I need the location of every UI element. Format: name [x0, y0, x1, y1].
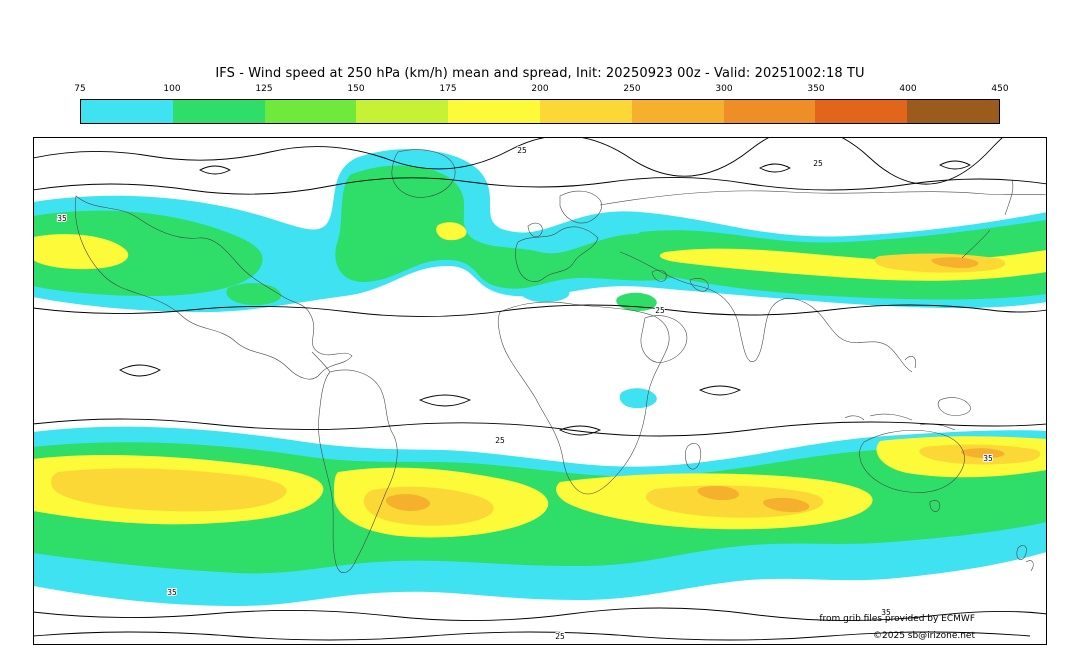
- colorbar-tick-100: 100: [163, 84, 181, 94]
- jet-fill-150: [659, 248, 1046, 281]
- wind-fill-layer: [34, 149, 1046, 606]
- colorbar-segment-6: [631, 100, 724, 123]
- colorbar-tick-250: 250: [623, 84, 641, 94]
- contour-label: 35: [57, 214, 67, 223]
- coastline-north-america: [74, 195, 353, 380]
- spread-contour: [34, 631, 1031, 641]
- colorbar-segment-3: [356, 100, 449, 123]
- attribution: from grib files provided by ECMWF ©2025 …: [819, 614, 975, 641]
- jet-fill-250: [763, 497, 810, 513]
- contour-label: 25: [517, 146, 527, 155]
- contour-label: 25: [813, 159, 823, 168]
- jet-fill-250: [960, 448, 1005, 458]
- contour-label: 35: [881, 608, 891, 617]
- contour-label-layer: 25 35 25 25 35 25 35 25 35: [56, 145, 994, 642]
- coastline-black-sea: [689, 278, 709, 292]
- spread-contour: [759, 163, 791, 173]
- spread-contour: [34, 418, 1046, 437]
- attribution-copyright: ©2025 sb@irizone.net: [873, 631, 975, 641]
- spread-contour: [698, 385, 742, 396]
- jet-fill-75: [518, 282, 570, 303]
- coastline-caspian: [651, 269, 667, 282]
- colorbar-segment-4: [448, 100, 540, 123]
- coastline-new-zealand: [1016, 545, 1034, 572]
- coastline-greenland: [391, 149, 456, 198]
- attribution-source: from grib files provided by ECMWF: [819, 614, 975, 624]
- colorbar-tick-450: 450: [991, 84, 1009, 94]
- spread-contour: [34, 304, 1046, 317]
- colorbar-tick-400: 400: [899, 84, 917, 94]
- coastline-scandinavia: [559, 190, 602, 224]
- jet-fill-200: [51, 468, 287, 512]
- figure-title: IFS - Wind speed at 250 hPa (km/h) mean …: [215, 66, 865, 81]
- contour-label: 35: [167, 588, 177, 597]
- spread-contour: [34, 607, 1046, 621]
- contour-label: 25: [655, 306, 665, 315]
- colorbar-tick-175: 175: [439, 84, 457, 94]
- coastline-south-america: [318, 369, 398, 573]
- colorbar-tick-125: 125: [255, 84, 273, 94]
- spread-contour-layer: [34, 138, 1046, 641]
- colorbar-segment-5: [539, 100, 632, 123]
- spread-contour: [199, 165, 231, 175]
- colorbar-segment-8: [815, 100, 908, 123]
- colorbar-ticks: 75 100 125 150 175 200 250 300 350 400 450: [74, 84, 1008, 96]
- coastline-layer: [74, 149, 1046, 573]
- spread-contour: [119, 364, 161, 377]
- coastline-central-america: [311, 351, 331, 373]
- colorbar: [80, 99, 1000, 124]
- coastline-tasmania: [929, 500, 941, 512]
- coastline-madagascar: [685, 442, 701, 470]
- contour-label: 25: [495, 436, 505, 445]
- colorbar-segment-7: [723, 100, 816, 123]
- coastline-arctic-asia: [599, 190, 1046, 206]
- coastline-new-guinea: [937, 397, 971, 416]
- colorbar-tick-300: 300: [715, 84, 733, 94]
- spread-contour: [418, 394, 472, 407]
- jet-fill-250: [385, 494, 430, 511]
- world-map: 25 35 25 25 35 25 35 25 35 from grib fil…: [34, 138, 1046, 642]
- colorbar-segment-2: [264, 100, 357, 123]
- coastline-britain: [527, 222, 543, 238]
- colorbar-segment-1: [172, 100, 265, 123]
- spread-contour: [939, 160, 971, 170]
- jet-fill-150: [436, 222, 467, 241]
- coastline-europe: [515, 226, 599, 282]
- spread-contour: [34, 138, 1003, 185]
- colorbar-tick-75: 75: [74, 84, 86, 94]
- jet-fill-100: [226, 283, 282, 306]
- coastline-africa: [497, 301, 670, 495]
- jet-fill-100: [335, 165, 694, 289]
- jet-fill-75: [619, 388, 657, 409]
- spread-contour: [34, 177, 1046, 195]
- contour-label: 25: [555, 632, 565, 641]
- colorbar-tick-150: 150: [347, 84, 365, 94]
- coastline-japan: [961, 229, 991, 259]
- jet-fill-150: [34, 234, 128, 270]
- jet-fill-250: [931, 257, 979, 268]
- coastline-australia: [859, 430, 965, 493]
- coastline-philippines: [904, 356, 917, 369]
- jet-fill-100: [616, 292, 657, 312]
- colorbar-segment-0: [81, 100, 173, 123]
- coastline-south-asia: [619, 251, 913, 373]
- coastline-kamchatka: [1004, 179, 1014, 216]
- contour-label: 35: [983, 454, 993, 463]
- colorbar-tick-350: 350: [807, 84, 825, 94]
- spread-contour: [558, 425, 602, 436]
- coastline-arabia: [640, 315, 688, 363]
- colorbar-tick-200: 200: [531, 84, 549, 94]
- colorbar-segment-9: [907, 100, 999, 123]
- jet-fill-100: [34, 210, 263, 296]
- jet-fill-250: [697, 485, 739, 501]
